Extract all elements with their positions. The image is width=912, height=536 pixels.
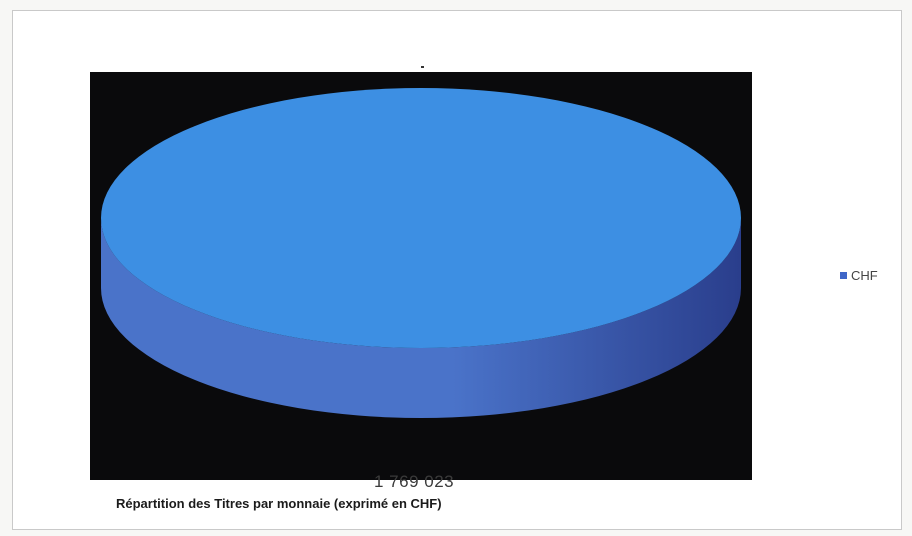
data-label-chf: 1 769 023 xyxy=(374,472,455,491)
pie-slice-chf xyxy=(101,88,741,348)
pie-slice-side-chf xyxy=(101,218,741,418)
pie-chart xyxy=(101,88,741,418)
chart-title: Répartition des Titres par monnaie (expr… xyxy=(116,496,442,511)
legend-swatch-chf xyxy=(840,272,847,279)
plot-area xyxy=(90,72,752,480)
legend: CHF xyxy=(840,268,878,283)
legend-label-chf: CHF xyxy=(851,268,878,283)
stray-mark xyxy=(421,66,424,68)
